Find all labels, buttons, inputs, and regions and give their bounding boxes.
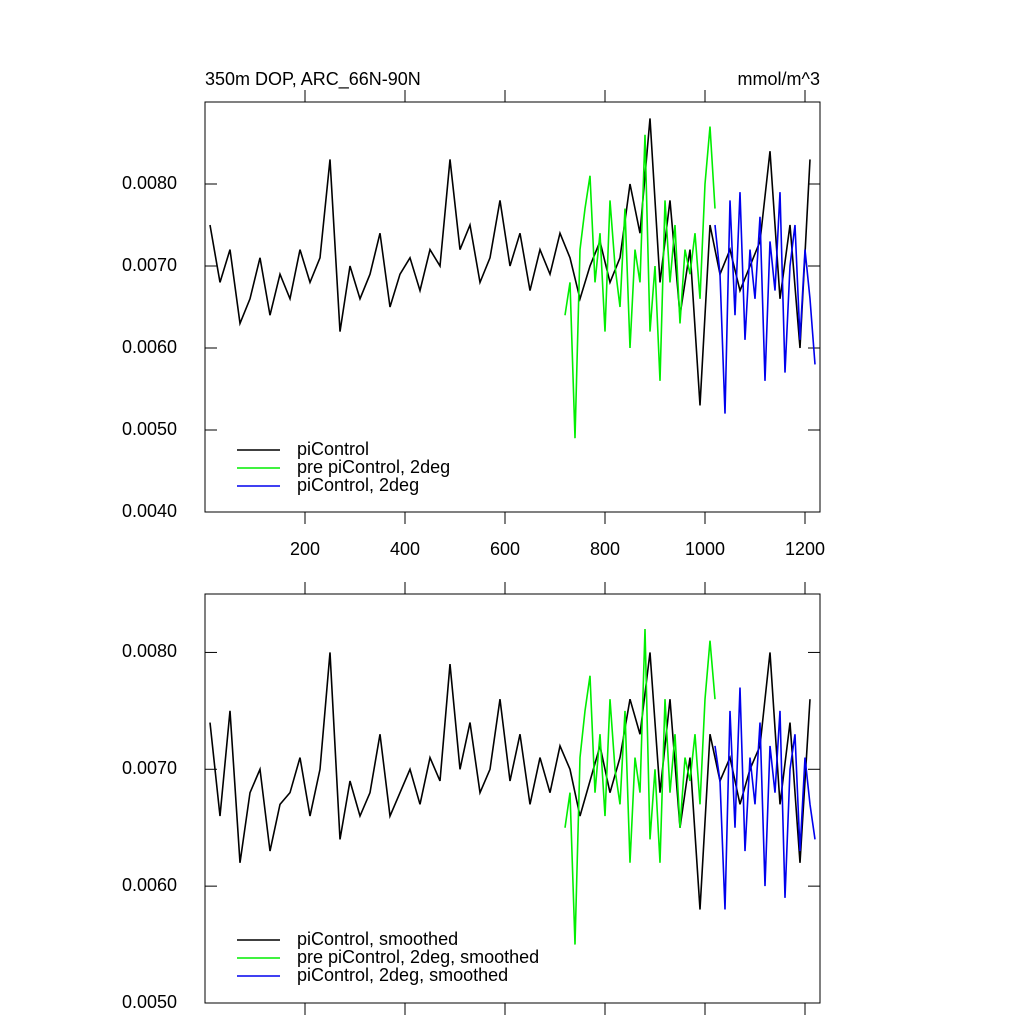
legend-label: pre piControl, 2deg, smoothed: [297, 947, 539, 967]
x-tick-label: 1000: [685, 539, 725, 559]
y-tick-label: 0.0050: [122, 419, 177, 439]
y-tick-label: 0.0070: [122, 255, 177, 275]
data-line: [564, 126, 716, 439]
legend-label: piControl, smoothed: [297, 929, 458, 949]
y-tick-label: 0.0050: [122, 992, 177, 1012]
chart-title: 350m DOP, ARC_66N-90N: [205, 69, 421, 90]
plot-frame: [204, 101, 821, 513]
data-line: [564, 629, 716, 945]
data-line: [714, 687, 816, 910]
legend-label: piControl, 2deg, smoothed: [297, 965, 508, 985]
y-tick-label: 0.0080: [122, 173, 177, 193]
units-label: mmol/m^3: [738, 69, 820, 89]
y-tick-label: 0.0060: [122, 875, 177, 895]
y-tick-label: 0.0070: [122, 758, 177, 778]
data-line: [209, 652, 811, 910]
plot-frame: [204, 593, 821, 1004]
legend-label: pre piControl, 2deg: [297, 457, 450, 477]
legend-label: piControl, 2deg: [297, 475, 419, 495]
y-tick-label: 0.0040: [122, 501, 177, 521]
y-tick-label: 0.0060: [122, 337, 177, 357]
x-tick-label: 400: [390, 539, 420, 559]
y-tick-label: 0.0080: [122, 641, 177, 661]
x-tick-label: 200: [290, 539, 320, 559]
legend-label: piControl: [297, 439, 369, 459]
x-tick-label: 600: [490, 539, 520, 559]
x-tick-label: 800: [590, 539, 620, 559]
x-tick-label: 1200: [785, 539, 825, 559]
data-line: [209, 118, 811, 406]
data-line: [714, 192, 816, 414]
